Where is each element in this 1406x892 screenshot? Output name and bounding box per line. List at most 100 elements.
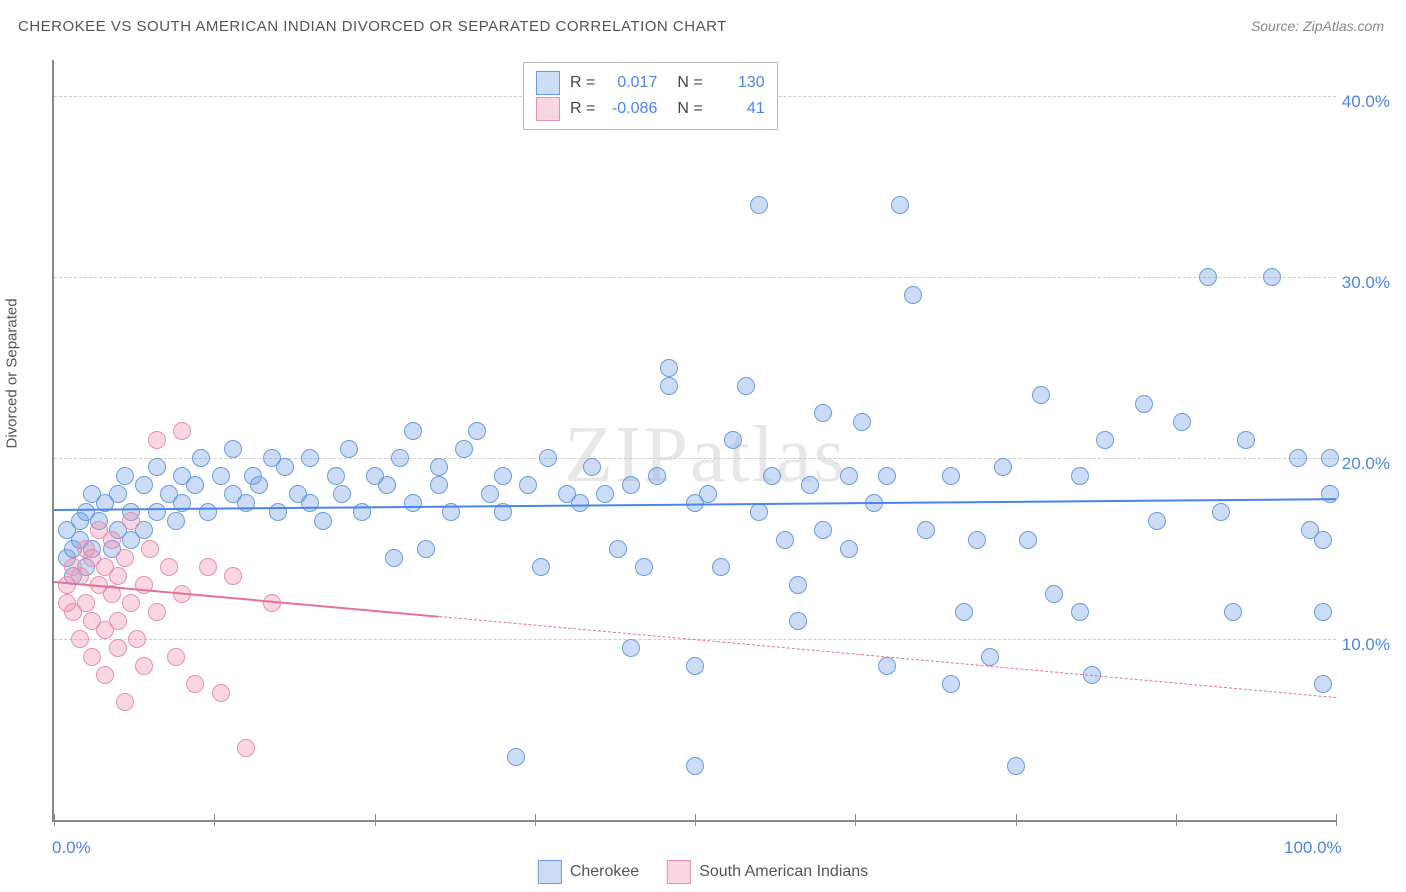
series-legend-label: South American Indians [699,863,868,881]
scatter-point [968,531,986,549]
scatter-point [301,449,319,467]
scatter-point [789,576,807,594]
scatter-point [724,431,742,449]
n-value: 130 [713,74,765,92]
n-label: N = [677,100,702,118]
scatter-point [1321,449,1339,467]
scatter-point [750,196,768,214]
scatter-point [814,404,832,422]
y-tick-label: 20.0% [1342,454,1390,474]
stats-legend-row: R =-0.086N =41 [536,97,765,121]
scatter-point [71,630,89,648]
scatter-point [135,657,153,675]
scatter-point [385,549,403,567]
scatter-point [481,485,499,503]
scatter-point [583,458,601,476]
scatter-point [660,359,678,377]
scatter-point [763,467,781,485]
scatter-point [122,594,140,612]
scatter-point [519,476,537,494]
scatter-point [994,458,1012,476]
scatter-point [148,431,166,449]
y-axis-title: Divorced or Separated [4,298,21,448]
scatter-point [148,503,166,521]
scatter-point [789,612,807,630]
scatter-point [186,476,204,494]
y-tick-label: 10.0% [1342,635,1390,655]
trend-line-dashed [439,616,1336,698]
scatter-point [404,494,422,512]
scatter-point [314,512,332,530]
scatter-point [224,440,242,458]
scatter-point [199,558,217,576]
x-tick [695,814,696,826]
scatter-point [660,377,678,395]
x-tick [375,814,376,826]
scatter-point [116,467,134,485]
scatter-point [801,476,819,494]
r-value: -0.086 [605,100,657,118]
scatter-point [430,476,448,494]
scatter-point [135,476,153,494]
scatter-point [250,476,268,494]
legend-swatch [538,860,562,884]
scatter-point [333,485,351,503]
scatter-point [840,540,858,558]
scatter-point [186,675,204,693]
scatter-point [1032,386,1050,404]
r-value: 0.017 [605,74,657,92]
scatter-point [148,603,166,621]
scatter-point [1224,603,1242,621]
scatter-point [891,196,909,214]
n-value: 41 [713,100,765,118]
scatter-point [737,377,755,395]
scatter-point [1314,675,1332,693]
scatter-point [609,540,627,558]
stats-legend: R =0.017N =130R =-0.086N =41 [523,62,778,130]
scatter-point [199,503,217,521]
scatter-point [494,467,512,485]
scatter-point [1314,531,1332,549]
y-tick-label: 40.0% [1342,92,1390,112]
scatter-point [109,485,127,503]
scatter-point [141,540,159,558]
scatter-point [507,748,525,766]
n-label: N = [677,74,702,92]
x-tick-label: 100.0% [1284,838,1342,858]
scatter-point [942,467,960,485]
scatter-point [686,757,704,775]
scatter-point [212,467,230,485]
x-tick [214,814,215,826]
scatter-point [1321,485,1339,503]
scatter-point [1007,757,1025,775]
scatter-point [77,594,95,612]
stats-legend-row: R =0.017N =130 [536,71,765,95]
legend-swatch [536,97,560,121]
scatter-point [1314,603,1332,621]
scatter-point [622,476,640,494]
scatter-point [340,440,358,458]
x-tick [54,814,55,826]
series-legend-label: Cherokee [570,863,639,881]
x-tick [535,814,536,826]
scatter-point [814,521,832,539]
scatter-point [904,286,922,304]
scatter-point [1173,413,1191,431]
plot-area: ZIPatlas 10.0%20.0%30.0%40.0% [52,60,1336,822]
scatter-point [212,684,230,702]
scatter-point [173,422,191,440]
scatter-point [116,693,134,711]
scatter-point [430,458,448,476]
scatter-point [148,458,166,476]
scatter-point [1096,431,1114,449]
scatter-point [327,467,345,485]
scatter-point [1289,449,1307,467]
x-tick [1016,814,1017,826]
series-legend: Cherokee South American Indians [538,860,868,884]
scatter-point [103,531,121,549]
chart-title: CHEROKEE VS SOUTH AMERICAN INDIAN DIVORC… [18,18,727,35]
scatter-point [1148,512,1166,530]
series-legend-item: Cherokee [538,860,639,884]
scatter-point [1263,268,1281,286]
scatter-point [237,494,255,512]
